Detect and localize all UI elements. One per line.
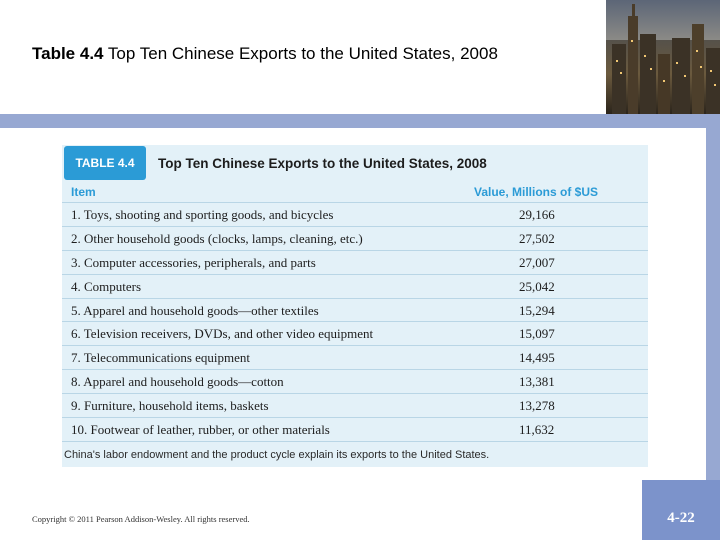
table-badge: TABLE 4.4: [64, 146, 146, 180]
row-value: 25,042: [519, 278, 555, 294]
page-number: 4-22: [667, 510, 695, 526]
row-item: 6. Television receivers, DVDs, and other…: [71, 326, 374, 342]
column-header-item: Item: [71, 185, 96, 199]
column-header-value: Value, Millions of $US: [474, 185, 599, 199]
row-item: 8. Apparel and household goods—cotton: [71, 374, 284, 390]
row-item: 3. Computer accessories, peripherals, an…: [71, 254, 316, 270]
row-item: 1. Toys, shooting and sporting goods, an…: [71, 207, 334, 222]
table-row: 5. Apparel and household goods—other tex…: [62, 299, 648, 323]
row-item: 9. Furniture, household items, baskets: [71, 398, 269, 414]
row-value: 27,007: [519, 254, 555, 270]
row-value: 13,278: [519, 398, 555, 414]
side-band: [706, 114, 720, 480]
slide-title-rest: Top Ten Chinese Exports to the United St…: [103, 44, 498, 63]
row-value: 13,381: [519, 374, 555, 390]
row-value: 11,632: [519, 422, 555, 438]
table-row: 6. Television receivers, DVDs, and other…: [62, 322, 648, 347]
header-band: [0, 114, 720, 128]
slide-title-bold: Table 4.4: [32, 44, 104, 63]
table-header: TABLE 4.4 Top Ten Chinese Exports to the…: [62, 145, 648, 181]
table-row: 8. Apparel and household goods—cotton 13,…: [62, 370, 648, 395]
row-value: 29,166: [519, 207, 555, 222]
row-value: 14,495: [519, 350, 555, 366]
column-headers: Item Value, Millions of $US: [62, 181, 648, 203]
row-value: 15,294: [519, 302, 555, 318]
copyright-notice: Copyright © 2011 Pearson Addison-Wesley.…: [32, 514, 250, 524]
row-item: 10. Footwear of leather, rubber, or othe…: [71, 422, 330, 438]
table-card: TABLE 4.4 Top Ten Chinese Exports to the…: [62, 145, 648, 467]
table-row: 4. Computers 25,042: [62, 275, 648, 299]
table-footnote: China's labor endowment and the product …: [64, 449, 490, 461]
table-row: 10. Footwear of leather, rubber, or othe…: [62, 418, 648, 442]
table-row: 3. Computer accessories, peripherals, an…: [62, 251, 648, 275]
table-row: 2. Other household goods (clocks, lamps,…: [62, 227, 648, 251]
table-row: 1. Toys, shooting and sporting goods, an…: [62, 203, 648, 227]
table-row: 7. Telecommunications equipment 14,495: [62, 346, 648, 371]
slide-title: Table 4.4 Top Ten Chinese Exports to the…: [32, 44, 602, 64]
table-rows: 1. Toys, shooting and sporting goods, an…: [62, 203, 648, 442]
row-item: 5. Apparel and household goods—other tex…: [71, 302, 319, 318]
row-value: 27,502: [519, 230, 555, 246]
table-title: Top Ten Chinese Exports to the United St…: [158, 155, 487, 171]
page-number-box: 4-22: [642, 480, 720, 540]
city-skyline-photo: [606, 0, 720, 114]
row-item: 2. Other household goods (clocks, lamps,…: [71, 230, 363, 246]
table-row: 9. Furniture, household items, baskets 13…: [62, 394, 648, 419]
row-item: 4. Computers: [71, 278, 142, 294]
row-value: 15,097: [519, 326, 555, 342]
row-item: 7. Telecommunications equipment: [71, 350, 251, 366]
